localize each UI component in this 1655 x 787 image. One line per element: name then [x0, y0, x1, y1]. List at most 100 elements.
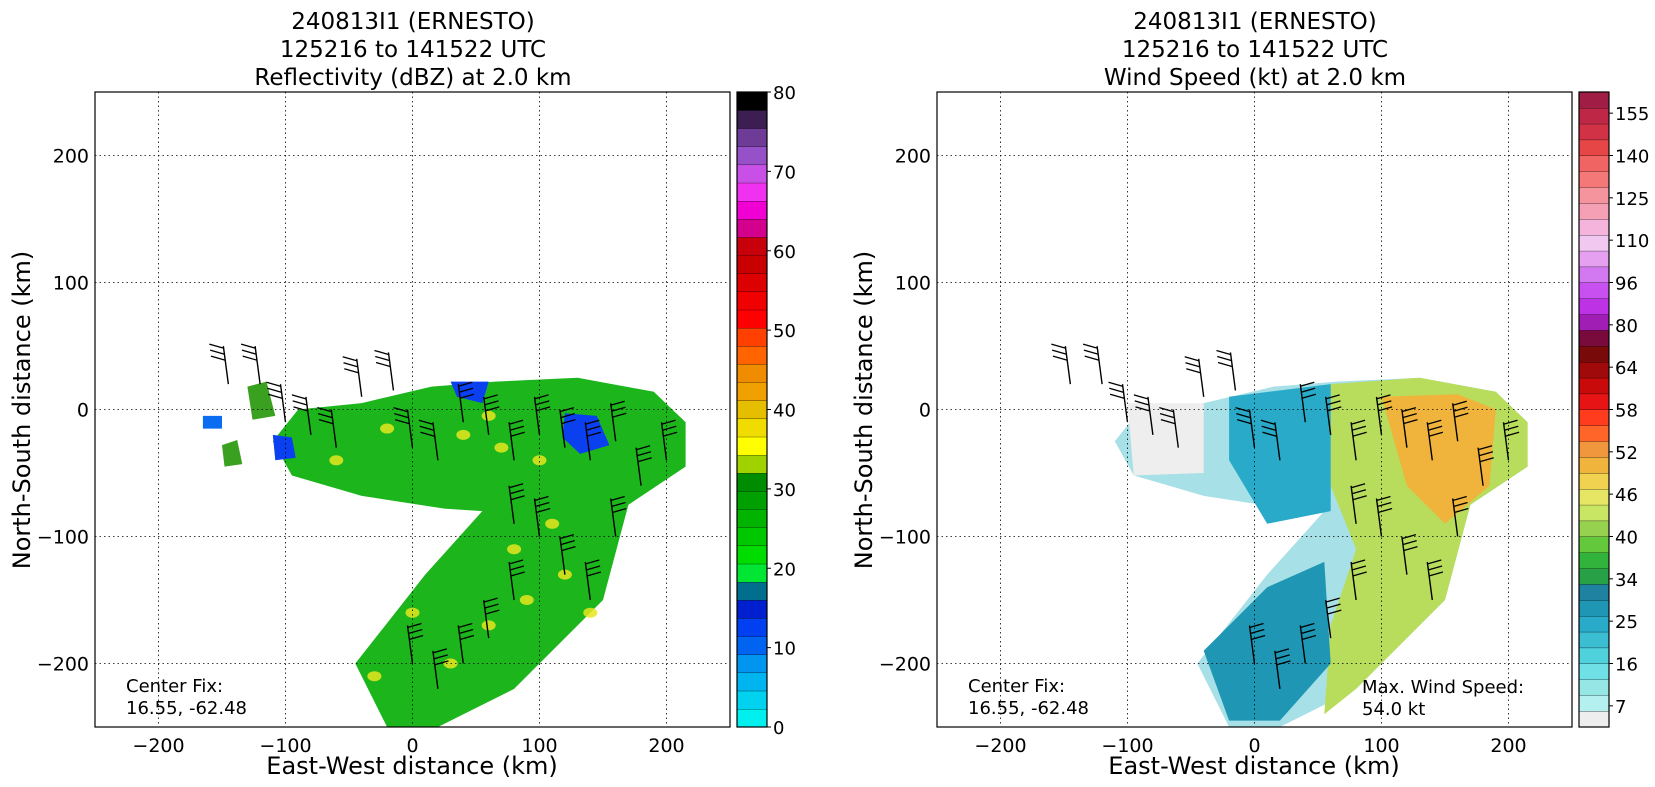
colorbar-segment — [1578, 171, 1610, 188]
wind-barb-16 — [635, 445, 652, 486]
high-reflectivity-cell-11 — [519, 595, 534, 605]
wind-barb-10 — [1325, 394, 1342, 435]
high-reflectivity-cell-7 — [481, 620, 496, 631]
y-tick-label: 100 — [53, 273, 89, 295]
wind-barb-9 — [457, 381, 475, 423]
colorbar-tick-label: 40 — [1615, 528, 1638, 549]
colorbar-segment — [736, 599, 768, 619]
colorbar-segment — [1578, 139, 1610, 156]
panel1-center-fix-label: Center Fix: — [126, 676, 223, 697]
high-reflectivity-cell-6 — [583, 607, 598, 618]
colorbar-segment — [1578, 91, 1610, 109]
colorbar-segment — [1578, 504, 1610, 522]
colorbar-segment — [1578, 234, 1610, 252]
panel2-y-ticks: −200 −100 0 100 200 — [879, 146, 931, 676]
high-reflectivity-cell-1 — [494, 442, 509, 453]
colorbar-segment — [1578, 202, 1610, 220]
colorbar-tick-label: 140 — [1615, 147, 1649, 168]
wind-barb-2 — [266, 381, 287, 423]
colorbar-tick-label: 80 — [773, 83, 796, 104]
x-tick-label: −200 — [132, 735, 184, 757]
colorbar-segment — [1578, 520, 1610, 537]
colorbar-segment — [736, 527, 768, 547]
panel1-title-line3: Reflectivity (dBZ) at 2.0 km — [254, 65, 571, 91]
colorbar-segment — [736, 255, 768, 274]
y-tick-label: −200 — [879, 654, 931, 676]
colorbar-segment — [736, 291, 768, 311]
colorbar-segment — [736, 200, 768, 220]
colorbar-tick-label: 10 — [773, 639, 796, 660]
wind-barb-12 — [533, 394, 551, 435]
colorbar-tick-label: 155 — [1615, 104, 1649, 125]
colorbar-segment — [736, 690, 768, 710]
colorbar-segment — [1578, 568, 1610, 585]
panel2-max-wind-value: 54.0 kt — [1362, 699, 1425, 720]
panel2-x-ticks: −200 −100 0 100 200 — [974, 735, 1526, 757]
y-tick-label: 100 — [895, 273, 931, 295]
panel2-colorbar: 7 16 25 34 40 46 52 58 64 80 96 110 125 140 155 — [1578, 91, 1649, 728]
wind-barb-8 — [1260, 419, 1281, 461]
colorbar-segment — [736, 109, 768, 129]
high-reflectivity-cell-10 — [405, 607, 420, 618]
colorbar-tick-label: 20 — [773, 559, 796, 580]
colorbar-segment — [1578, 361, 1610, 379]
storm-region-5 — [450, 381, 489, 404]
colorbar-segment — [1578, 663, 1610, 680]
wind-barb-26 — [1350, 483, 1367, 524]
panel1-colorbar: 0 10 20 30 40 50 60 70 80 — [736, 83, 796, 739]
colorbar-segment — [1578, 536, 1610, 553]
high-reflectivity-cell-13 — [329, 455, 344, 466]
wind-barb-14 — [584, 419, 602, 461]
panel2-max-wind-label: Max. Wind Speed: — [1362, 677, 1524, 698]
wind-barb-24 — [1274, 648, 1291, 689]
wind-barb-4 — [1159, 406, 1179, 448]
colorbar-segment — [1578, 472, 1610, 490]
wind-barb-5 — [1184, 356, 1205, 397]
high-reflectivity-cell-4 — [507, 544, 522, 555]
wind-barb-0 — [209, 343, 230, 385]
colorbar-segment — [736, 273, 768, 293]
colorbar-segment — [1578, 345, 1610, 363]
wind-barb-0 — [1051, 343, 1072, 385]
colorbar-segment — [736, 509, 768, 528]
high-reflectivity-cell-2 — [481, 410, 496, 421]
wind-barb-18 — [1375, 495, 1393, 537]
colorbar-segment — [1578, 441, 1610, 458]
wind-barb-10 — [483, 394, 500, 435]
colorbar-segment — [1578, 187, 1610, 204]
wind-barb-23 — [1299, 622, 1317, 664]
colorbar-tick-label: 16 — [1615, 655, 1638, 676]
colorbar-segment — [1578, 298, 1610, 315]
storm-region-4 — [1203, 561, 1331, 721]
storm-region-3 — [1229, 384, 1331, 524]
storm-region-2 — [202, 415, 222, 429]
colorbar-segment — [1578, 123, 1610, 141]
colorbar-tick-label: 70 — [773, 162, 796, 183]
colorbar-segment — [736, 581, 768, 601]
colorbar-segment — [736, 236, 768, 256]
wind-barb-13 — [1401, 406, 1418, 448]
panel1-plot-frame — [94, 91, 731, 728]
wind-barb-22 — [483, 597, 500, 639]
x-tick-label: 100 — [1363, 735, 1399, 757]
wind-barb-27 — [1452, 495, 1469, 537]
colorbar-segment — [736, 128, 768, 147]
colorbar-tick-label: 58 — [1615, 401, 1638, 422]
colorbar-segment — [1578, 409, 1610, 426]
colorbar-segment — [1578, 710, 1610, 728]
colorbar-tick-label: 0 — [773, 718, 784, 739]
y-tick-label: 200 — [53, 146, 89, 168]
wind-barb-19 — [559, 533, 576, 575]
wind-barb-11 — [508, 419, 525, 461]
x-tick-label: 0 — [406, 735, 418, 757]
colorbar-segment — [736, 382, 768, 401]
panel2-title-line3: Wind Speed (kt) at 2.0 km — [1104, 65, 1406, 91]
colorbar-segment — [1578, 107, 1610, 125]
colorbar-segment — [1578, 552, 1610, 569]
colorbar-segment — [736, 91, 768, 111]
panel2-center-fix-label: Center Fix: — [968, 676, 1065, 697]
wind-barb-16 — [1477, 445, 1494, 486]
colorbar-segment — [1578, 218, 1610, 236]
wind-barb-25 — [406, 622, 424, 664]
colorbar-tick-label: 80 — [1615, 316, 1638, 337]
